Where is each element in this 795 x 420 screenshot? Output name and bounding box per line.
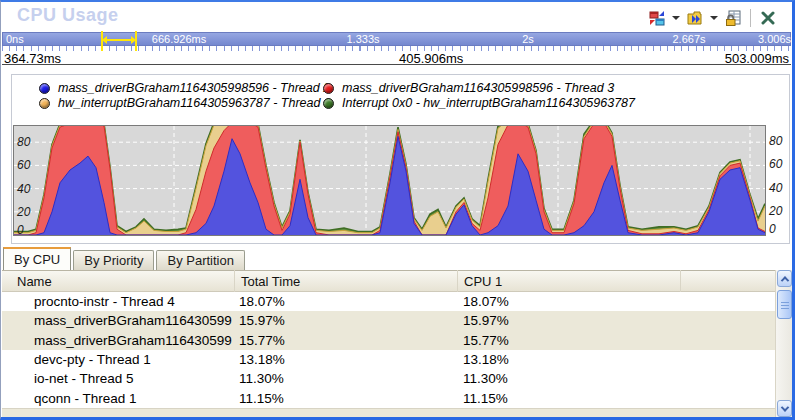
table-cell: 18.07% (456, 294, 679, 309)
lock-table-icon[interactable] (723, 8, 743, 28)
legend-item: hw_interruptBGraham1164305963787 - Threa… (39, 96, 331, 110)
time-tick-label: 1.333s (346, 33, 379, 46)
arrow-right-icon (131, 36, 136, 44)
time-tick-label: 2s (522, 33, 534, 46)
legend-label: Interrupt 0x0 - hw_interruptBGraham11643… (342, 96, 635, 110)
cpu-usage-view: CPU Usage (0, 0, 795, 420)
y-axis-tick-label: 60 (17, 158, 30, 172)
chevron-down-icon[interactable] (710, 16, 718, 20)
y-axis-tick-label: 80 (769, 134, 782, 148)
usage-chart-panel: mass_driverBGraham1164305998596 - Thread… (11, 74, 790, 244)
table-cell: 11.30% (233, 371, 456, 386)
y-axis-tick-label: 40 (17, 182, 30, 196)
legend-swatch-orange (39, 98, 50, 109)
page-title: CPU Usage (17, 5, 119, 26)
legend-label: hw_interruptBGraham1164305963787 - Threa… (58, 96, 331, 110)
y-axis-tick-label: 80 (17, 135, 30, 149)
table-cell: 15.77% (233, 333, 456, 348)
table-cell: 15.77% (456, 333, 679, 348)
cpu-usage-area-chart: 0 20 40 60 80 (13, 125, 766, 236)
table-cell: 11.30% (456, 371, 679, 386)
table-row[interactable]: mass_driverBGraham11643059915.77%15.77% (2, 331, 775, 350)
close-icon[interactable] (758, 8, 778, 28)
legend-swatch-green (323, 98, 334, 109)
y-axis-tick-label: 60 (769, 157, 782, 171)
range-start-label: 364.73ms (4, 51, 61, 66)
legend-swatch-blue (39, 83, 50, 94)
y-axis-tick-label: 0 (769, 222, 776, 236)
table-cell: procnto-instr - Thread 4 (2, 294, 233, 309)
chevron-down-icon (780, 403, 788, 411)
table-cell: 13.18% (456, 352, 679, 367)
legend-label: mass_driverBGraham1164305998596 - Thread… (342, 81, 614, 95)
y-axis-tick-label: 20 (17, 205, 30, 219)
table-row[interactable]: qconn - Thread 111.15%11.15% (2, 389, 775, 408)
vertical-scrollbar[interactable] (775, 270, 792, 417)
table-cell: mass_driverBGraham116430599 (2, 313, 233, 328)
table-cell: mass_driverBGraham116430599 (2, 333, 233, 348)
swap-pane-icon[interactable] (647, 8, 667, 28)
chevron-up-icon (780, 276, 788, 284)
legend-swatch-red (323, 83, 334, 94)
legend-item: Interrupt 0x0 - hw_interruptBGraham11643… (323, 96, 635, 110)
scroll-down-button[interactable] (777, 400, 792, 417)
tab-by-partition[interactable]: By Partition (156, 250, 244, 270)
tab-by-cpu[interactable]: By CPU (3, 247, 71, 270)
table-cell: io-net - Thread 5 (2, 371, 233, 386)
time-tick-label: 0ns (6, 33, 24, 46)
table-row[interactable]: mass_driverBGraham11643059915.97%15.97% (2, 311, 775, 330)
column-header-total-time[interactable]: Total Time (241, 274, 300, 289)
table-cell: devc-pty - Thread 1 (2, 352, 233, 367)
table-cell: 18.07% (233, 294, 456, 309)
scroll-up-button[interactable] (777, 270, 792, 287)
y-axis-tick-label: 0 (17, 223, 24, 236)
table-row[interactable]: procnto-instr - Thread 418.07%18.07% (2, 292, 775, 311)
export-log-icon[interactable] (685, 8, 705, 28)
table-cell: 15.97% (233, 313, 456, 328)
table-cell: 13.18% (233, 352, 456, 367)
legend-item: mass_driverBGraham1164305998596 - Thread… (323, 81, 614, 95)
chevron-down-icon[interactable] (672, 16, 680, 20)
time-tick-label: 3.006s (758, 33, 791, 46)
table-row[interactable]: devc-pty - Thread 113.18%13.18% (2, 350, 775, 369)
arrow-left-icon (102, 36, 107, 44)
title-bar: CPU Usage (1, 2, 792, 32)
tab-by-priority[interactable]: By Priority (73, 250, 154, 270)
column-header-cpu1[interactable]: CPU 1 (464, 274, 502, 289)
horizontal-scroll-strip (2, 408, 775, 417)
thread-usage-table: procnto-instr - Thread 418.07%18.07%mass… (2, 292, 775, 408)
y-axis-tick-label: 40 (769, 181, 782, 195)
range-end-label: 503.009ms (725, 51, 789, 66)
column-header-name[interactable]: Name (17, 274, 52, 289)
y-axis-tick-label: 20 (769, 204, 782, 218)
time-tick-label: 2.667s (672, 33, 705, 46)
timeline-selection-handle[interactable] (101, 31, 137, 51)
legend-item: mass_driverBGraham1164305998596 - Thread… (39, 81, 330, 95)
time-tick-label: 666.926ms (152, 33, 206, 46)
thumb-grip-icon (781, 302, 789, 309)
table-cell: qconn - Thread 1 (2, 391, 233, 406)
table-cell: 15.97% (456, 313, 679, 328)
scrollbar-thumb[interactable] (777, 290, 792, 319)
result-tabs: By CPU By Priority By Partition (3, 247, 245, 270)
table-cell: 11.15% (233, 391, 456, 406)
y-axis-right: 0 20 40 60 80 (769, 125, 793, 236)
selected-range-labels: 364.73ms 405.906ms 503.009ms (2, 50, 791, 65)
toolbar-separator (750, 9, 751, 27)
table-row[interactable]: io-net - Thread 511.30%11.30% (2, 369, 775, 388)
table-cell: 11.15% (456, 391, 679, 406)
view-toolbar (647, 7, 778, 29)
range-mid-label: 405.906ms (399, 51, 463, 66)
table-header: Name Total Time CPU 1 (2, 270, 775, 292)
legend-label: mass_driverBGraham1164305998596 - Thread… (58, 81, 330, 95)
